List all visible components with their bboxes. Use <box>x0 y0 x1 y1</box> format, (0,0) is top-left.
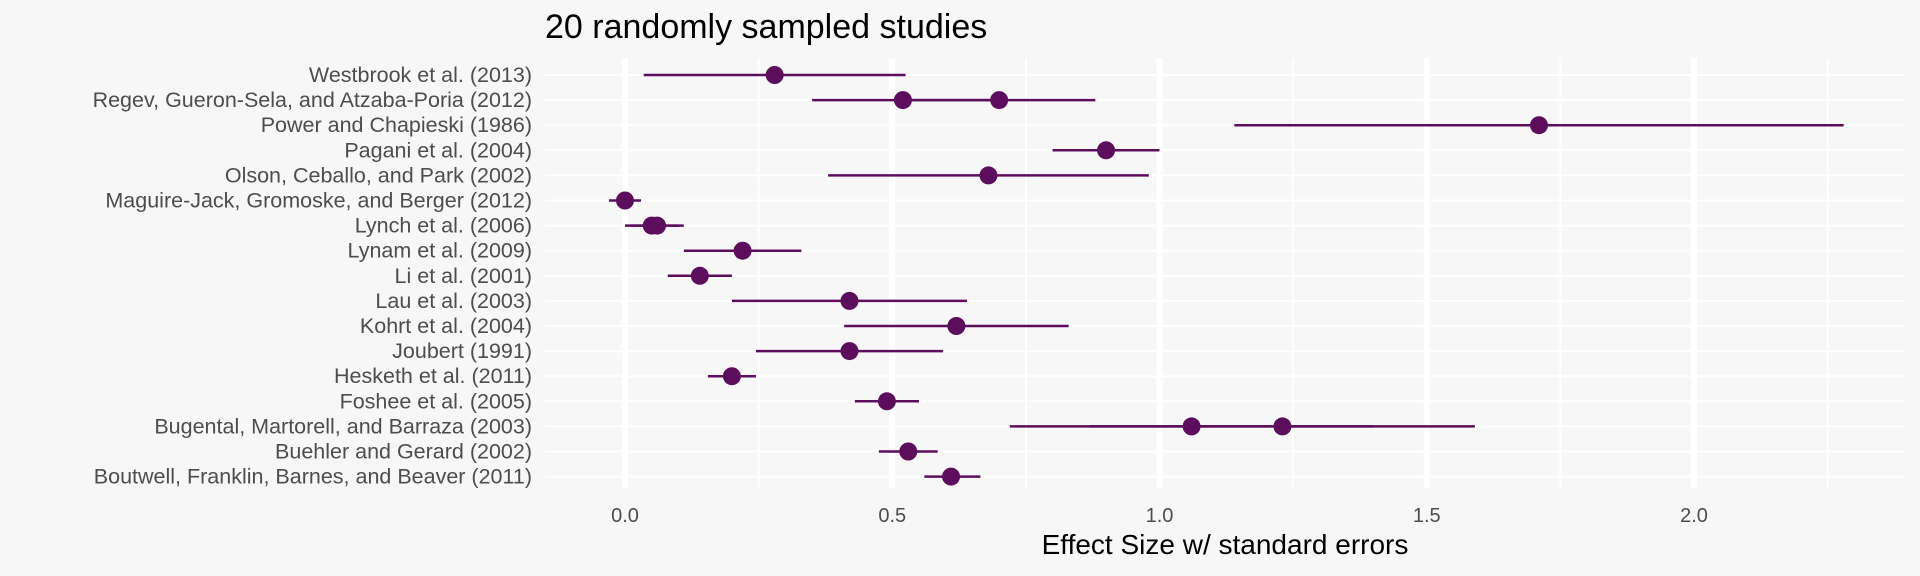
study-label: Li et al. (2001) <box>395 264 532 288</box>
study-label: Boutwell, Franklin, Barnes, and Beaver (… <box>94 465 532 489</box>
effect-point <box>1529 116 1548 135</box>
study-label: Kohrt et al. (2004) <box>360 314 532 338</box>
study-label: Lau et al. (2003) <box>375 289 532 313</box>
study-label: Olson, Ceballo, and Park (2002) <box>225 163 532 187</box>
study-label: Maguire-Jack, Gromoske, and Berger (2012… <box>105 189 532 213</box>
study-label: Power and Chapieski (1986) <box>261 113 532 137</box>
effect-point <box>690 266 709 285</box>
effect-point <box>947 317 966 335</box>
effect-point <box>722 367 741 386</box>
effect-point <box>942 467 961 486</box>
study-label: Pagani et al. (2004) <box>344 138 532 162</box>
x-tick-label: 2.0 <box>1680 505 1708 527</box>
effect-point <box>1182 417 1201 436</box>
chart-title: 20 randomly sampled studies <box>545 8 987 46</box>
effect-point <box>616 191 634 210</box>
study-label: Hesketh et al. (2011) <box>334 364 532 388</box>
effect-point <box>765 66 784 84</box>
study-label: Regev, Gueron-Sela, and Atzaba-Poria (20… <box>93 88 532 112</box>
effect-point <box>733 241 752 260</box>
x-tick-label: 0.5 <box>878 505 906 527</box>
study-label: Foshee et al. (2005) <box>340 389 532 413</box>
effect-point <box>877 392 896 411</box>
x-tick-label: 1.5 <box>1413 505 1441 527</box>
x-axis-label: Effect Size w/ standard errors <box>1042 529 1409 560</box>
effect-point <box>990 91 1009 110</box>
study-label: Westbrook et al. (2013) <box>309 63 532 87</box>
study-labels: Westbrook et al. (2013)Regev, Gueron-Sel… <box>93 63 532 489</box>
x-tick-label: 0.0 <box>611 505 639 527</box>
effect-point <box>1097 141 1116 160</box>
effect-point <box>840 291 859 310</box>
effect-points <box>616 66 1548 486</box>
study-label: Lynch et al. (2006) <box>355 214 532 238</box>
study-label: Joubert (1991) <box>392 339 532 363</box>
x-tick-labels: 0.0 0.5 1.0 1.5 2.0 <box>611 505 1708 527</box>
effect-point <box>899 442 918 461</box>
study-label: Lynam et al. (2009) <box>348 239 532 263</box>
study-label: Buehler and Gerard (2002) <box>275 440 532 464</box>
effect-point <box>979 166 998 185</box>
x-tick-label: 1.0 <box>1146 505 1174 527</box>
study-label: Bugental, Martorell, and Barraza (2003) <box>154 414 532 438</box>
effect-point <box>648 216 667 235</box>
effect-point <box>840 342 859 361</box>
effect-point <box>893 91 912 110</box>
effect-point <box>1273 417 1292 436</box>
